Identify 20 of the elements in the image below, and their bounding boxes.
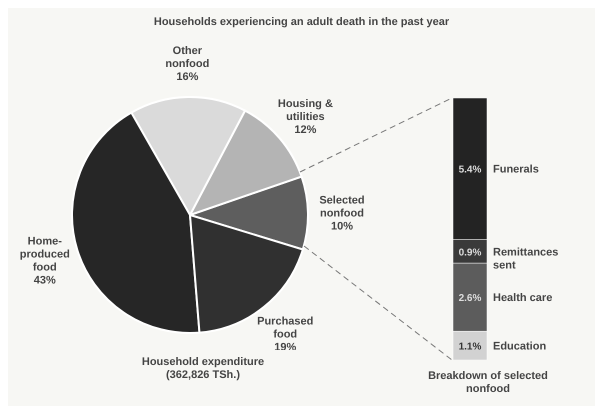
data-label: 16% xyxy=(176,71,199,84)
data-label: 2.6% xyxy=(458,293,482,304)
series-label: Funerals xyxy=(493,164,539,176)
data-label: 1.1% xyxy=(458,342,482,353)
x-axis-title: Breakdown of selected nonfood xyxy=(428,370,548,396)
data-label: 0.9% xyxy=(458,247,482,258)
slice-label: Selected nonfood xyxy=(319,194,365,220)
series-label: Health care xyxy=(493,292,552,304)
data-label: 12% xyxy=(294,124,317,136)
series-label: Education xyxy=(493,340,546,353)
text: Household expenditure (362,826 TSh.) xyxy=(140,356,266,382)
data-label: 10% xyxy=(330,220,354,232)
chart-title: Households experiencing an adult death in the past year xyxy=(152,16,450,28)
slice-label: Purchased food xyxy=(257,315,314,340)
slice-label: Housing & utilities xyxy=(278,98,333,124)
data-label: 43% xyxy=(34,274,56,286)
slice-label: Other nonfood xyxy=(165,45,210,70)
slice-label: Home-produced food xyxy=(20,235,70,274)
data-label: 5.4% xyxy=(458,164,482,176)
series-label: Remittances sent xyxy=(493,246,558,272)
